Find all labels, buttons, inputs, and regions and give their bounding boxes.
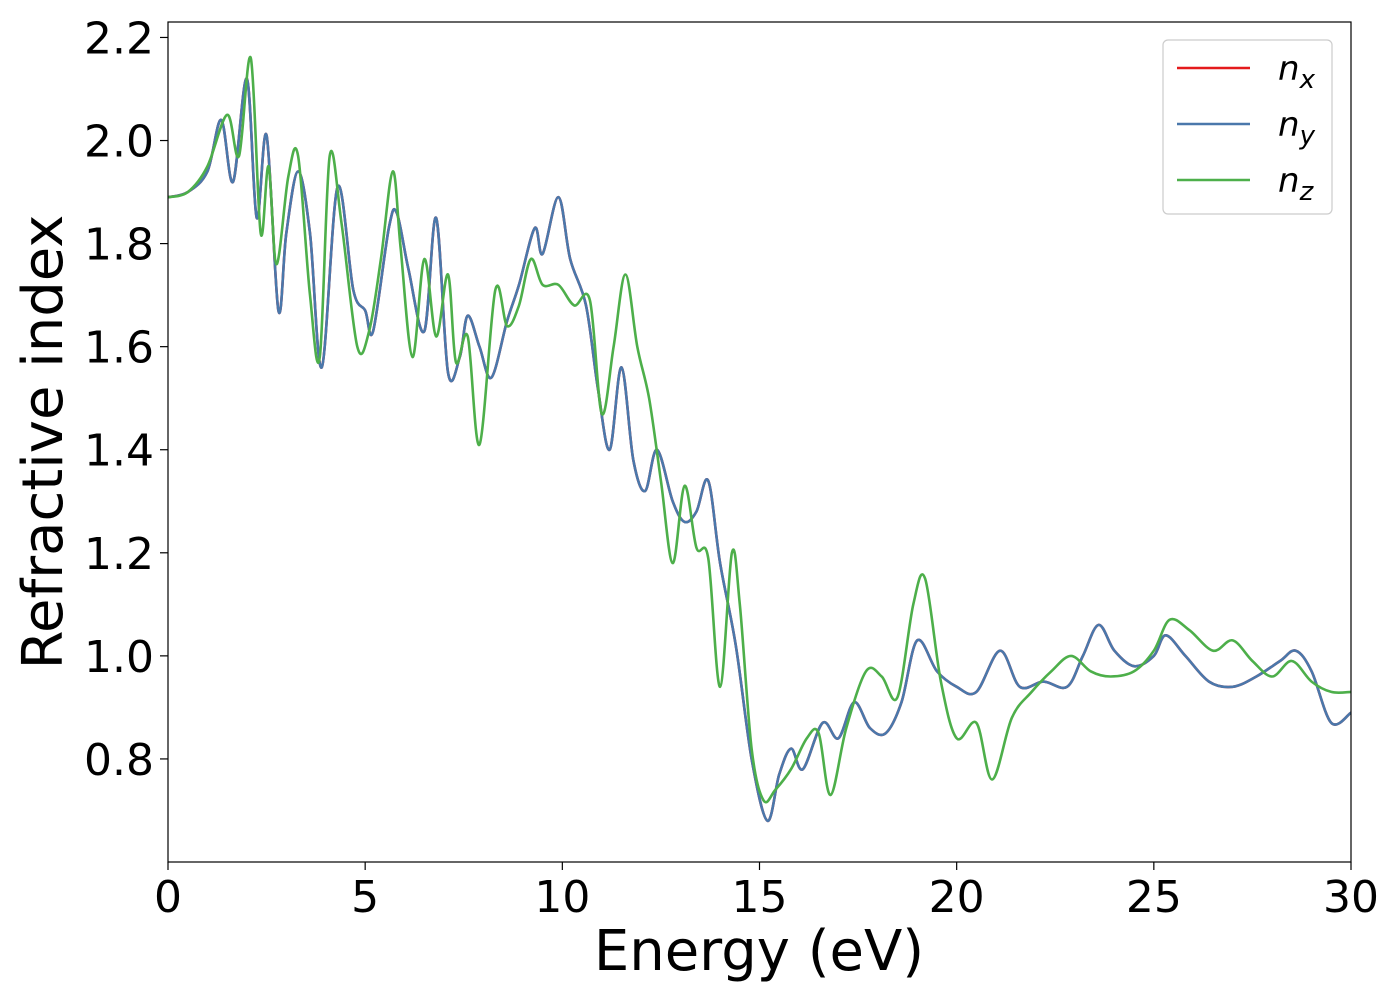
y-tick-label: 0.8 bbox=[84, 735, 154, 786]
series-lines bbox=[168, 55, 1351, 823]
x-tick-label: 20 bbox=[929, 872, 985, 923]
y-tick-label: 2.0 bbox=[84, 117, 154, 168]
x-tick-label: 30 bbox=[1323, 872, 1379, 923]
series-line-nz bbox=[168, 55, 1351, 804]
y-axis-label: Refractive index bbox=[11, 215, 76, 670]
legend-label-ny: ny bbox=[1278, 105, 1316, 151]
y-tick-label: 2.2 bbox=[84, 13, 154, 64]
y-tick-label: 1.2 bbox=[84, 529, 154, 580]
x-tick-label: 0 bbox=[154, 872, 182, 923]
y-tick-label: 1.0 bbox=[84, 632, 154, 683]
x-tick-label: 15 bbox=[732, 872, 788, 923]
x-tick-label: 10 bbox=[534, 872, 590, 923]
y-tick-label: 1.4 bbox=[84, 426, 154, 477]
legend-box bbox=[1162, 39, 1333, 215]
y-tick-label: 1.8 bbox=[84, 220, 154, 271]
x-tick-label: 25 bbox=[1126, 872, 1182, 923]
x-axis-label: Energy (eV) bbox=[594, 919, 924, 984]
series-line-ny bbox=[168, 77, 1351, 823]
x-tick-label: 5 bbox=[351, 872, 379, 923]
legend-label-nx: nx bbox=[1278, 49, 1316, 95]
axis-ticks: 0 5 10 15 20 25 30 0.8 1.0 1.2 1.4 1.6 1.8 2.0 2.2 bbox=[84, 13, 1379, 923]
y-tick-label: 1.6 bbox=[84, 323, 154, 374]
